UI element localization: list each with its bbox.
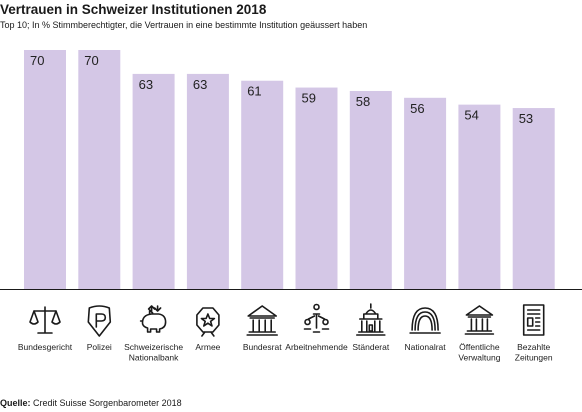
category-label-3: Armee (195, 342, 220, 352)
bar-value-label-7: 56 (410, 101, 424, 116)
scales-icon (29, 306, 61, 334)
bar-8 (458, 104, 501, 289)
police-badge-icon (87, 305, 112, 337)
bar-5 (295, 87, 338, 289)
piggy-bank-icon (139, 305, 167, 333)
bar-value-label-1: 70 (84, 53, 98, 68)
source-text: Credit Suisse Sorgenbarometer 2018 (33, 398, 182, 408)
bar-value-label-0: 70 (30, 53, 44, 68)
bar-7 (404, 97, 447, 289)
council-building-icon (355, 303, 386, 336)
chart-subtitle: Top 10; In % Stimmberechtigter, die Vert… (0, 20, 368, 30)
bar-value-label-3: 63 (193, 77, 207, 92)
bar-value-label-6: 58 (356, 94, 370, 109)
chart-title: Vertrauen in Schweizer Institutionen 201… (0, 2, 267, 17)
bar-value-label-2: 63 (139, 77, 153, 92)
bar-value-label-9: 53 (519, 111, 533, 126)
bar-6 (349, 90, 392, 289)
bar-1 (78, 50, 121, 289)
category-label-9: Bezahlte Zeitungen (515, 342, 553, 363)
arch-icon (409, 307, 441, 334)
people-network-icon (303, 303, 330, 333)
bar-4 (241, 80, 284, 289)
bar-value-label-4: 61 (247, 84, 261, 99)
bar-value-label-5: 59 (302, 91, 316, 106)
newspaper-icon (522, 304, 545, 336)
source-label: Quelle: (0, 398, 31, 408)
government-building-icon (246, 305, 279, 336)
source-note: Quelle: Credit Suisse Sorgenbarometer 20… (0, 398, 182, 408)
category-label-6: Ständerat (352, 342, 389, 352)
category-label-0: Bundesgericht (18, 342, 73, 352)
category-label-7: Nationalrat (405, 342, 447, 352)
category-label-2: Schweizerische Nationalbank (124, 342, 183, 363)
army-badge-icon (196, 307, 220, 337)
bar-3 (186, 73, 229, 290)
administration-building-icon (464, 305, 495, 335)
bar-9 (512, 108, 555, 290)
bar-value-label-8: 54 (464, 108, 478, 123)
bar-0 (24, 50, 66, 289)
category-label-5: Arbeitnehmende (285, 342, 348, 352)
category-label-8: Öffentliche Verwaltung (458, 342, 500, 363)
category-label-1: Polizei (87, 342, 112, 352)
bar-2 (132, 73, 175, 290)
category-label-4: Bundesrat (243, 342, 282, 352)
